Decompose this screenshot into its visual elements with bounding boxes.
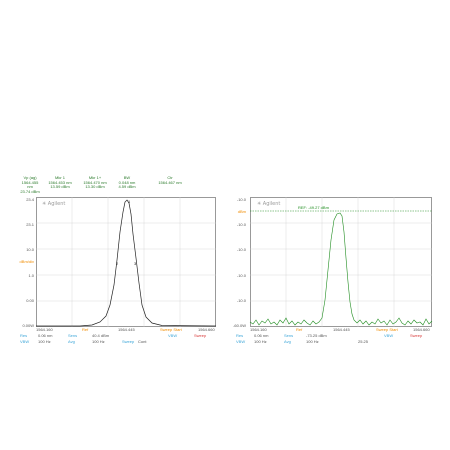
vbw-key-2: VBW <box>20 339 30 344</box>
left-header-cell-3: Mkr 1+ 1564.470 nm 13.30 dBm <box>83 175 107 190</box>
marker-1-label: 1 <box>128 199 131 204</box>
header-label: Mkr 1 <box>55 175 65 180</box>
y-tick-label: 1.0 <box>28 273 34 278</box>
y-tick-label: 23.1 <box>26 222 34 227</box>
header-value: 0.048 nm <box>118 179 136 185</box>
header-value: 1564.467 nm <box>158 179 182 185</box>
sweep-key: Sweep <box>194 333 207 338</box>
y-tick-label: -10.0 <box>236 197 246 202</box>
header-value: 1564.470 nm <box>83 179 107 185</box>
y-tick-label: -10.0 <box>236 247 246 252</box>
left-header-cell-5: Ctr 1564.467 nm <box>158 175 182 185</box>
y-tick-label: -10.0 <box>236 273 246 278</box>
sweep-mode-key: Sweep <box>122 339 135 344</box>
res-key: Res <box>20 333 28 338</box>
avg-key: Avg <box>284 339 291 344</box>
sens-key: Sens <box>284 333 294 338</box>
left-header-cell-4: BW 0.048 nm 4.59 dBm <box>115 175 139 190</box>
marker-3-label: 3 <box>134 261 137 266</box>
y-tick-label: 0.00 <box>26 298 34 303</box>
ref-key: Ref <box>82 327 89 332</box>
y-unit-label: dBm <box>237 209 246 214</box>
agilent-spark-icon: ✳ <box>257 201 262 207</box>
res-value: 0.06 nm <box>38 333 53 338</box>
header-value: 4.59 dBm <box>118 184 136 189</box>
header-label: BW <box>123 175 131 180</box>
brand-label: Agilent <box>262 201 281 207</box>
vbw-key: VBW <box>384 333 394 338</box>
sweep-mode-value: Cont <box>138 339 147 344</box>
sweep-start-key: Sweep Start <box>376 327 398 332</box>
header-label: Vp (ag) <box>23 175 37 180</box>
ref-key: Ref <box>296 327 303 332</box>
span-value: 100 Hz <box>306 339 319 344</box>
avg-key: Avg <box>68 339 75 344</box>
left-header-cell-2: Mkr 1 1564.453 nm 13.59 dBm <box>48 175 72 190</box>
vbw-value: 100 Hz <box>254 339 267 344</box>
header-label: Ctr <box>167 175 173 180</box>
reference-label: REF: -49.27 dBm <box>298 205 329 210</box>
header-value: 13.59 dBm <box>50 184 70 189</box>
sens-value: -73.25 dBm <box>306 333 327 338</box>
y-tick-label: -10.0 <box>236 298 246 303</box>
header-label: Mkr 1+ <box>88 175 102 180</box>
x-end-label: 1564.660 <box>413 327 430 332</box>
res-value: 0.06 nm <box>254 333 269 338</box>
vbw-key-2: VBW <box>236 339 246 344</box>
y-tick-label: 23.4 <box>26 197 34 202</box>
agilent-spark-icon: ✳ <box>42 201 47 207</box>
right-trace-line <box>249 212 433 326</box>
agilent-logo: ✳ Agilent <box>42 201 65 207</box>
header-value: 1564.453 nm <box>48 179 72 185</box>
sens-value: 40.4 dBm <box>92 333 110 338</box>
x-start-label: 1564.160 <box>36 327 53 332</box>
y-tick-label: 10.0 <box>26 247 34 252</box>
header-value: 13.30 dBm <box>85 184 105 189</box>
left-header-cell-1: Vp (ag) 1564.455 nm 23.74 dBm <box>19 175 41 194</box>
y-tick-label: 0.00W <box>22 323 34 328</box>
marker-2-label: 2 <box>116 261 119 266</box>
x-center-label: 1564.445 <box>118 327 135 332</box>
right-spectrum-plot[interactable]: ✳ Agilent <box>250 197 432 327</box>
left-trace-line <box>36 199 217 327</box>
res-key: Res <box>236 333 244 338</box>
avg-value: 25.25 <box>358 339 369 344</box>
y-tick-label: -10.0 <box>236 222 246 227</box>
x-end-label: 1564.660 <box>198 327 215 332</box>
left-spectrum-plot[interactable]: ✳ Agilent <box>36 197 216 327</box>
x-center-label: 1564.445 <box>333 327 350 332</box>
span-value: 100 Hz <box>92 339 105 344</box>
y-tick-label: -60.0W <box>233 323 246 328</box>
vbw-value: 100 Hz <box>38 339 51 344</box>
header-value: 1564.455 nm <box>21 179 39 189</box>
sens-key: Sens <box>68 333 78 338</box>
vbw-key: VBW <box>168 333 178 338</box>
brand-label: Agilent <box>47 201 66 207</box>
agilent-logo: ✳ Agilent <box>257 201 280 207</box>
x-start-label: 1564.160 <box>250 327 267 332</box>
y-unit-label: dBm/div <box>19 259 34 264</box>
sweep-key: Sweep <box>410 333 423 338</box>
sweep-start-key: Sweep Start <box>160 327 182 332</box>
header-value: 23.74 dBm <box>20 188 40 194</box>
